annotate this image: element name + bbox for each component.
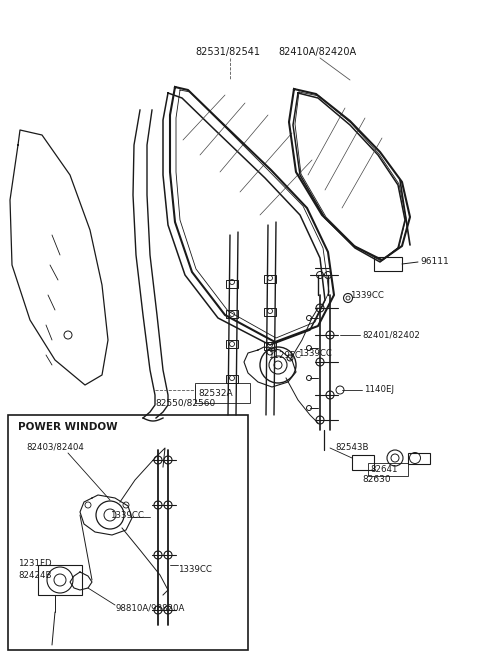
- Text: 82543B: 82543B: [335, 443, 369, 453]
- Bar: [226, 310, 238, 318]
- Text: 82630: 82630: [362, 476, 391, 484]
- Text: POWER WINDOW: POWER WINDOW: [18, 422, 118, 432]
- Bar: [226, 280, 238, 288]
- Text: 82410A/82420A: 82410A/82420A: [278, 47, 356, 57]
- Text: 98810A/98820A: 98810A/98820A: [115, 604, 184, 612]
- Text: 1339CC: 1339CC: [350, 290, 384, 300]
- Bar: [195, 383, 250, 403]
- Text: 82532A: 82532A: [198, 388, 233, 397]
- Bar: [264, 275, 276, 283]
- Text: 82424B: 82424B: [18, 570, 51, 579]
- Bar: [408, 453, 430, 464]
- Text: 82550/82560: 82550/82560: [155, 399, 215, 407]
- Bar: [38, 565, 82, 595]
- Bar: [226, 340, 238, 348]
- Bar: [8, 415, 248, 650]
- Bar: [352, 455, 374, 470]
- Text: 1339CC: 1339CC: [110, 510, 144, 520]
- Text: 1140EJ: 1140EJ: [364, 386, 394, 394]
- Text: 82401/82402: 82401/82402: [362, 330, 420, 340]
- Bar: [264, 342, 276, 350]
- Bar: [374, 257, 402, 271]
- Text: 1339CC: 1339CC: [178, 566, 212, 574]
- Text: 82531/82541: 82531/82541: [195, 47, 260, 57]
- Text: 1339CC: 1339CC: [298, 348, 332, 357]
- Bar: [264, 308, 276, 316]
- Text: 1231FD: 1231FD: [18, 558, 52, 568]
- Text: 1129FC: 1129FC: [268, 350, 301, 359]
- Text: 96111: 96111: [420, 258, 449, 267]
- Bar: [226, 375, 238, 383]
- Bar: [368, 463, 408, 476]
- Text: 82403/82404: 82403/82404: [26, 443, 84, 451]
- Text: 82641: 82641: [370, 464, 397, 474]
